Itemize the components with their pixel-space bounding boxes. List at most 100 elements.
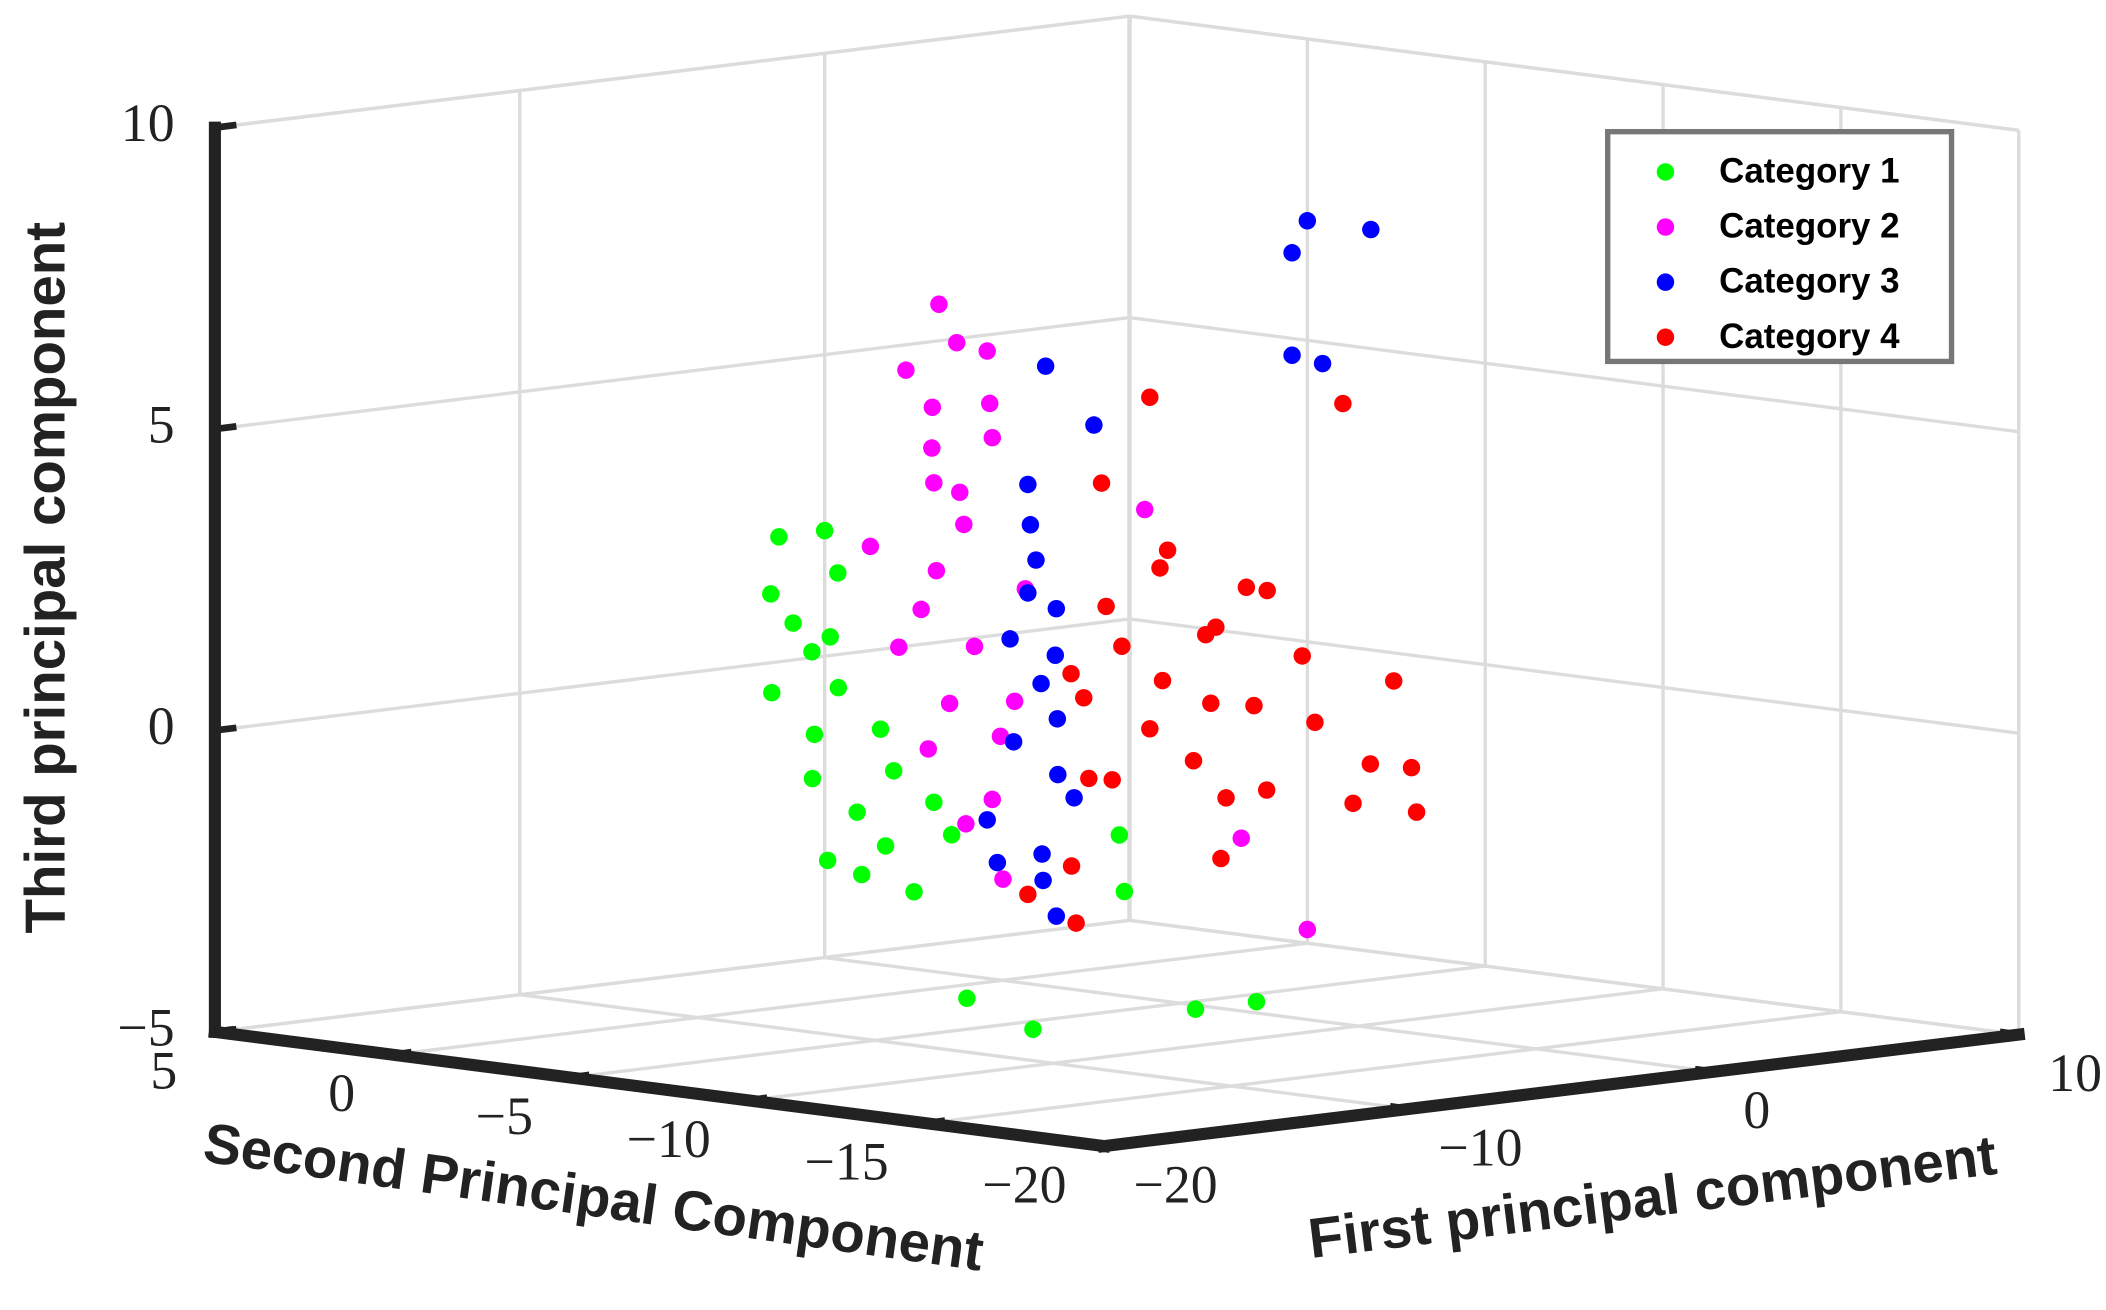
data-point — [1247, 992, 1266, 1011]
data-point — [1141, 388, 1159, 406]
data-point — [923, 439, 941, 457]
y-tick — [392, 1048, 413, 1059]
data-point — [930, 295, 948, 313]
data-point — [951, 483, 969, 502]
data-point — [762, 585, 780, 603]
data-point — [1047, 599, 1066, 618]
grid-line — [748, 987, 1664, 1103]
data-point — [947, 333, 966, 352]
data-point — [1207, 618, 1225, 636]
data-point — [1097, 597, 1115, 616]
grid-line — [1129, 918, 2019, 1037]
data-point — [1361, 755, 1380, 773]
legend-marker — [1656, 273, 1675, 291]
data-point — [981, 394, 999, 413]
data-point — [940, 694, 959, 713]
data-point — [983, 428, 1002, 447]
data-point — [1027, 551, 1045, 569]
data-point — [803, 769, 822, 788]
x-tick — [1999, 1028, 2020, 1038]
data-point — [821, 628, 839, 646]
data-point — [1062, 664, 1080, 683]
data-point — [994, 870, 1012, 888]
data-point — [1257, 781, 1276, 799]
y-tick-label: −5 — [476, 1086, 533, 1146]
grid-line — [1129, 617, 2019, 735]
data-point — [957, 815, 975, 833]
grid-line — [824, 955, 1715, 1074]
data-point — [815, 521, 834, 540]
y-tick — [1103, 1140, 1124, 1150]
data-point — [1001, 630, 1019, 648]
z-tick-label: 5 — [148, 394, 175, 454]
data-point — [1067, 914, 1085, 932]
data-point — [1141, 720, 1159, 738]
data-point — [1217, 789, 1235, 807]
data-point — [770, 528, 788, 546]
data-point — [1362, 220, 1380, 239]
grid-line — [392, 941, 1308, 1057]
data-point — [1237, 578, 1256, 597]
y-tick — [747, 1094, 768, 1104]
z-tick — [214, 423, 237, 433]
data-point — [978, 811, 996, 829]
data-point — [1080, 769, 1098, 788]
legend-label: Category 1 — [1719, 152, 1899, 191]
data-point — [1136, 500, 1154, 519]
data-point — [1036, 357, 1055, 375]
data-point — [927, 561, 946, 580]
data-point — [1202, 694, 1220, 713]
data-point — [818, 851, 837, 870]
grid-line — [214, 14, 1130, 130]
data-point — [1019, 475, 1037, 494]
y-tick-label: −10 — [627, 1109, 711, 1169]
grid-line — [214, 918, 1130, 1034]
legend-marker — [1656, 163, 1675, 181]
z-tick-label: 0 — [148, 696, 175, 756]
data-point — [1005, 692, 1024, 711]
data-point — [1258, 581, 1276, 600]
y-tick-label: 0 — [328, 1063, 355, 1123]
data-point — [1047, 907, 1066, 925]
data-point — [1407, 803, 1426, 821]
data-point — [1032, 674, 1050, 693]
data-point — [1062, 857, 1081, 875]
data-point — [923, 398, 942, 417]
x-tick — [1694, 1065, 1715, 1076]
data-point — [1306, 713, 1324, 732]
data-point — [1232, 829, 1251, 847]
data-point — [1049, 765, 1067, 784]
x-axis-title: First principal component — [1305, 1123, 2000, 1270]
legend-label: Category 2 — [1719, 207, 1899, 246]
data-point — [1344, 794, 1362, 813]
data-point — [1153, 671, 1172, 690]
data-point — [890, 638, 908, 656]
data-point — [1283, 346, 1301, 364]
grid-line — [519, 993, 1410, 1111]
grid-line — [926, 1010, 1842, 1125]
legend-marker — [1656, 218, 1675, 236]
x-tick-label: 0 — [1743, 1080, 1770, 1140]
data-point — [958, 989, 976, 1008]
data-point — [861, 537, 880, 556]
data-point — [1110, 826, 1129, 844]
x-axis — [1097, 1027, 2026, 1153]
y-tick — [214, 1025, 235, 1036]
data-point — [763, 683, 781, 702]
data-point — [955, 515, 973, 534]
legend: Category 1 Category 2 Category 3 Category 4 — [1605, 128, 1955, 365]
data-point — [925, 793, 943, 812]
data-point — [1115, 882, 1134, 901]
data-point — [1151, 559, 1169, 577]
data-point — [912, 600, 930, 619]
grid-line — [214, 315, 1130, 431]
data-point — [1113, 637, 1131, 655]
x-tick-label: 10 — [2048, 1043, 2102, 1103]
z-tick-label: 10 — [121, 93, 175, 153]
data-point — [919, 740, 938, 758]
data-point — [983, 790, 1002, 809]
data-point — [1034, 871, 1052, 890]
data-point — [1402, 758, 1421, 777]
